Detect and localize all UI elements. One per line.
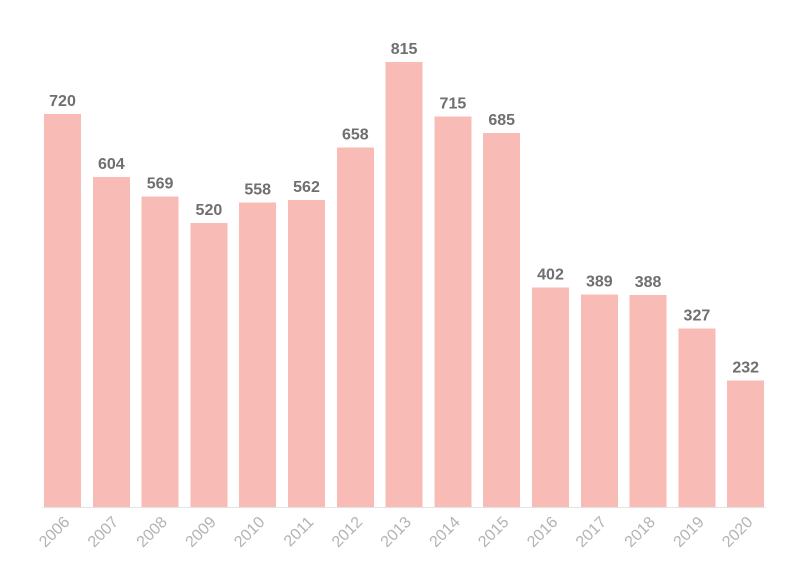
x-tick-label-2010: 2010: [231, 514, 268, 551]
x-tick-label-2007: 2007: [85, 514, 122, 551]
x-tick-label-2015: 2015: [475, 514, 512, 551]
bar-2015: [483, 133, 521, 507]
x-tick-label-2014: 2014: [427, 514, 464, 551]
bar-2007: [92, 177, 130, 507]
x-tick-label-2019: 2019: [671, 514, 708, 551]
value-label-2018: 388: [635, 274, 662, 291]
value-label-2011: 562: [293, 179, 320, 196]
bar-2012: [336, 147, 374, 507]
x-tick-label-2018: 2018: [622, 514, 659, 551]
value-label-2013: 815: [391, 41, 418, 58]
x-tick-label-2009: 2009: [183, 514, 220, 551]
x-tick-label-2017: 2017: [573, 514, 610, 551]
x-tick-label-2008: 2008: [134, 514, 171, 551]
x-tick-label-2013: 2013: [378, 514, 415, 551]
bar-2008: [141, 196, 179, 508]
value-label-2009: 520: [196, 202, 223, 219]
value-labels-group: 720 604 569 520 558 562 658 815 715 685 402 389 388 3…: [49, 41, 759, 376]
bar-2018: [629, 295, 667, 507]
x-tick-label-2011: 2011: [281, 514, 317, 550]
value-label-2007: 604: [98, 156, 125, 173]
value-label-2019: 327: [684, 308, 711, 325]
x-tick-label-2012: 2012: [329, 514, 366, 551]
bar-2014: [434, 116, 472, 507]
x-tick-label-2020: 2020: [719, 514, 756, 551]
value-label-2010: 558: [244, 181, 271, 198]
value-label-2014: 715: [440, 96, 467, 113]
bars-group: [44, 62, 765, 508]
bar-2019: [678, 328, 716, 507]
bar-2009: [190, 223, 228, 507]
value-label-2012: 658: [342, 127, 369, 144]
bar-2020: [727, 380, 765, 507]
value-label-2008: 569: [147, 175, 174, 192]
bar-2010: [239, 202, 277, 508]
value-label-2015: 685: [488, 112, 515, 129]
bar-2016: [532, 287, 569, 507]
value-label-2016: 402: [537, 267, 564, 284]
value-label-2006: 720: [49, 93, 76, 110]
x-tick-label-2016: 2016: [524, 514, 561, 551]
value-label-2017: 389: [586, 274, 613, 291]
value-label-2020: 232: [732, 359, 759, 376]
bar-2006: [44, 113, 81, 508]
x-tick-labels-group: 2006 2007 2008 2009 2010 2011 2012 2013 2014 2015…: [36, 514, 756, 551]
bar-2011: [288, 200, 325, 507]
bar-2017: [580, 294, 618, 507]
x-tick-label-2006: 2006: [36, 514, 73, 551]
bar-2013: [385, 62, 423, 507]
